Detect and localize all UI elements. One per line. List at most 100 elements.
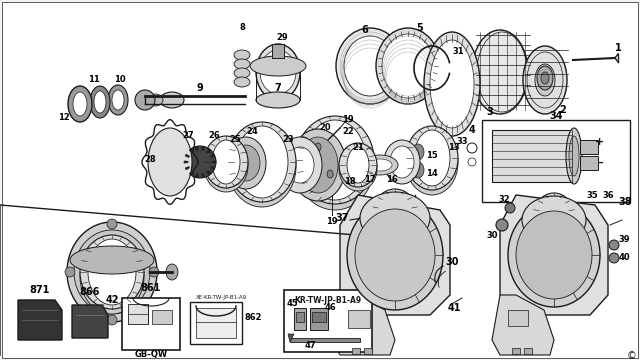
Text: 20: 20 <box>319 123 331 132</box>
Text: 1: 1 <box>614 43 621 53</box>
Text: 19: 19 <box>342 116 354 125</box>
Text: 47: 47 <box>304 342 316 351</box>
Ellipse shape <box>412 144 424 160</box>
Bar <box>508 310 528 326</box>
Ellipse shape <box>80 235 144 309</box>
Text: 2: 2 <box>559 105 566 115</box>
Bar <box>512 348 520 354</box>
Ellipse shape <box>522 196 586 244</box>
Ellipse shape <box>368 159 392 171</box>
Ellipse shape <box>228 127 296 207</box>
Ellipse shape <box>609 253 619 263</box>
Ellipse shape <box>569 136 579 176</box>
Bar <box>296 312 304 322</box>
Text: 38: 38 <box>618 197 632 207</box>
Text: 13: 13 <box>448 144 460 153</box>
Ellipse shape <box>94 91 106 113</box>
Bar <box>524 348 532 354</box>
Polygon shape <box>72 305 108 338</box>
Ellipse shape <box>609 240 619 250</box>
Text: 34: 34 <box>549 111 563 121</box>
Bar <box>152 310 172 324</box>
Polygon shape <box>492 295 554 355</box>
Text: 28: 28 <box>144 156 156 165</box>
Text: 861: 861 <box>141 283 161 293</box>
Ellipse shape <box>65 267 75 277</box>
Ellipse shape <box>236 126 288 198</box>
Ellipse shape <box>344 36 396 96</box>
Text: 19: 19 <box>326 217 338 226</box>
Text: 39: 39 <box>618 235 630 244</box>
Ellipse shape <box>204 136 248 188</box>
Bar <box>284 290 372 352</box>
Text: 29: 29 <box>276 33 288 42</box>
Ellipse shape <box>406 126 458 190</box>
Ellipse shape <box>232 145 260 181</box>
Ellipse shape <box>166 264 178 280</box>
Text: 3: 3 <box>486 107 493 117</box>
Ellipse shape <box>566 128 582 184</box>
Polygon shape <box>340 195 450 315</box>
Ellipse shape <box>347 147 369 183</box>
Text: 866: 866 <box>80 287 100 297</box>
Ellipse shape <box>234 50 250 60</box>
Ellipse shape <box>108 85 128 115</box>
Text: 42: 42 <box>105 295 119 305</box>
Ellipse shape <box>523 46 567 114</box>
Bar <box>364 348 372 354</box>
Polygon shape <box>500 195 608 315</box>
Ellipse shape <box>80 240 144 314</box>
Ellipse shape <box>390 146 414 178</box>
Ellipse shape <box>355 209 435 301</box>
Ellipse shape <box>112 90 124 110</box>
Ellipse shape <box>296 122 374 210</box>
Ellipse shape <box>107 315 117 325</box>
Text: 15: 15 <box>426 152 438 161</box>
Ellipse shape <box>73 92 87 116</box>
Ellipse shape <box>70 246 154 274</box>
Bar <box>580 156 598 170</box>
Bar <box>482 120 630 202</box>
Text: 11: 11 <box>88 76 100 85</box>
Text: ©: © <box>627 351 637 360</box>
Ellipse shape <box>535 64 555 96</box>
Polygon shape <box>202 174 205 178</box>
Ellipse shape <box>74 230 150 314</box>
Ellipse shape <box>384 140 420 184</box>
Polygon shape <box>211 154 215 158</box>
Bar <box>312 312 326 322</box>
Text: 862: 862 <box>244 314 262 323</box>
Bar <box>580 140 598 154</box>
Bar <box>190 302 242 344</box>
Ellipse shape <box>412 162 424 178</box>
Text: GB-QW: GB-QW <box>134 350 168 359</box>
Polygon shape <box>202 146 205 150</box>
Text: +: + <box>595 137 605 147</box>
Text: 7: 7 <box>275 83 282 93</box>
Text: KR-TW-JP-B1-A9: KR-TW-JP-B1-A9 <box>294 296 362 305</box>
Ellipse shape <box>336 28 404 104</box>
Polygon shape <box>189 149 193 153</box>
Ellipse shape <box>430 40 474 128</box>
Polygon shape <box>290 338 360 342</box>
Ellipse shape <box>327 170 333 178</box>
Text: 21: 21 <box>352 144 364 153</box>
Text: 25: 25 <box>229 135 241 144</box>
Text: 8: 8 <box>239 23 245 32</box>
Ellipse shape <box>88 239 136 305</box>
Ellipse shape <box>107 219 117 229</box>
Polygon shape <box>185 166 189 170</box>
Text: 37: 37 <box>335 213 349 223</box>
Text: 46: 46 <box>324 303 336 312</box>
Ellipse shape <box>148 128 192 196</box>
Ellipse shape <box>204 140 248 192</box>
Ellipse shape <box>147 94 163 106</box>
Ellipse shape <box>376 28 440 104</box>
Text: 23: 23 <box>282 135 294 144</box>
Text: 9: 9 <box>196 83 204 93</box>
Polygon shape <box>184 161 188 163</box>
Text: XE-KR-TW-JP-B1-A9: XE-KR-TW-JP-B1-A9 <box>196 295 247 300</box>
Bar <box>492 130 572 182</box>
Bar <box>272 44 284 58</box>
Text: 32: 32 <box>498 195 510 204</box>
